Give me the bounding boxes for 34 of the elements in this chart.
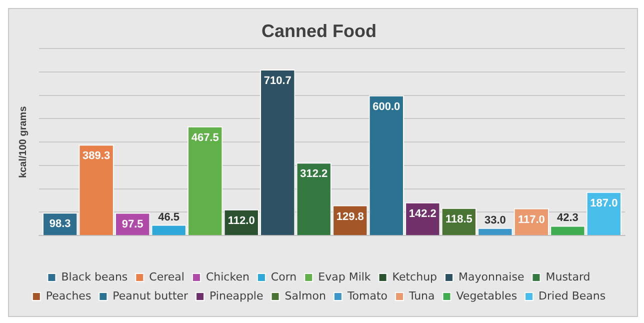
y-axis-title: kcal/100 grams <box>18 106 29 178</box>
data-label: 187.0 <box>590 197 618 210</box>
legend-label: Tomato <box>346 289 388 302</box>
legend-label: Pineapple <box>210 289 264 302</box>
legend-label: Salmon <box>284 289 326 302</box>
data-label: 112.0 <box>228 214 255 227</box>
data-label: 467.5 <box>191 132 219 144</box>
data-label: 117.0 <box>518 214 545 226</box>
data-label: 312.2 <box>300 168 328 180</box>
data-label: 97.5 <box>122 218 144 230</box>
legend-label: Peanut butter <box>112 289 189 302</box>
data-label: 42.3 <box>556 212 578 224</box>
legend-label: Tuna <box>408 289 435 302</box>
legend-label: Ketchup <box>392 270 438 284</box>
legend-label: Mayonnaise <box>458 270 524 284</box>
legend-label: Corn <box>270 270 297 284</box>
legend-label: Dried Beans <box>538 289 606 302</box>
legend-label: Evap Milk <box>318 270 372 284</box>
data-label: 710.7 <box>264 75 292 88</box>
data-label: 98.3 <box>49 218 71 230</box>
data-label: 600.0 <box>372 100 400 113</box>
legend-label: Vegetables <box>456 289 518 302</box>
legend-label: Mustard <box>546 270 590 284</box>
legend-label: Chicken <box>206 270 250 284</box>
data-label: 46.5 <box>158 211 180 224</box>
legend-label: Cereal <box>149 270 184 284</box>
data-label: 118.5 <box>445 213 472 226</box>
data-label: 33.0 <box>484 214 506 226</box>
data-label: 142.2 <box>408 208 436 220</box>
legend-label: Peaches <box>46 289 92 302</box>
data-label: 129.8 <box>336 210 364 223</box>
data-label: 389.3 <box>82 150 110 162</box>
chart-title: Canned Food <box>262 20 376 41</box>
legend-label: Black beans <box>61 270 128 284</box>
